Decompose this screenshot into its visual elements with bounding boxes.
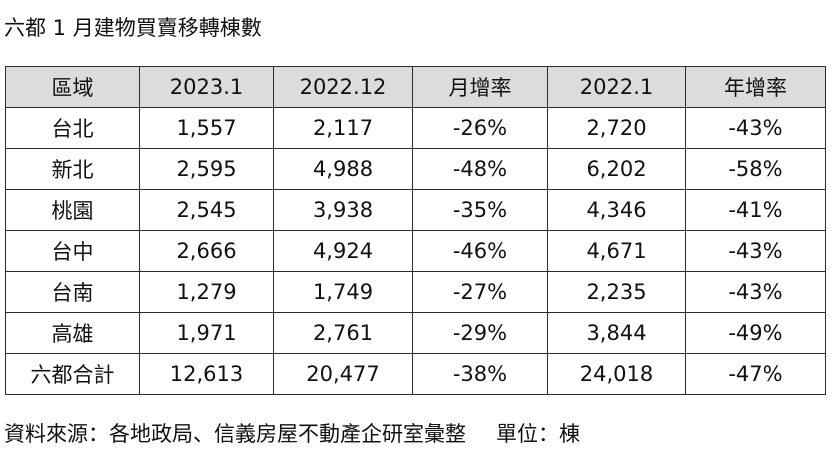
transfer-stats-table: 區域 2023.1 2022.12 月增率 2022.1 年增率 台北 1,55… bbox=[5, 66, 826, 395]
header-2022-1: 2022.1 bbox=[547, 66, 686, 108]
cell-value: 4,346 bbox=[547, 189, 686, 231]
cell-percent: -58% bbox=[685, 148, 826, 190]
table-header-row: 區域 2023.1 2022.12 月增率 2022.1 年增率 bbox=[5, 66, 826, 108]
cell-value: 1,557 bbox=[139, 107, 274, 149]
cell-region: 新北 bbox=[5, 148, 140, 190]
table-total-row: 六都合計 12,613 20,477 -38% 24,018 -47% bbox=[5, 353, 826, 395]
table-row: 台中 2,666 4,924 -46% 4,671 -43% bbox=[5, 230, 826, 272]
header-yearly-growth: 年增率 bbox=[685, 66, 826, 108]
source-note: 資料來源：各地政局、信義房屋不動產企研室彙整 bbox=[4, 422, 466, 446]
cell-region: 台中 bbox=[5, 230, 140, 272]
header-2022-12: 2022.12 bbox=[273, 66, 413, 108]
footer-note: 資料來源：各地政局、信義房屋不動產企研室彙整 單位：棟 bbox=[4, 420, 580, 448]
cell-region: 台北 bbox=[5, 107, 140, 149]
header-monthly-growth: 月增率 bbox=[412, 66, 548, 108]
cell-value: 6,202 bbox=[547, 148, 686, 190]
cell-percent: -47% bbox=[685, 353, 826, 395]
cell-value: 1,971 bbox=[139, 312, 274, 354]
header-region: 區域 bbox=[5, 66, 140, 108]
cell-percent: -26% bbox=[412, 107, 548, 149]
cell-percent: -43% bbox=[685, 230, 826, 272]
table-row: 高雄 1,971 2,761 -29% 3,844 -49% bbox=[5, 312, 826, 354]
cell-value: 2,761 bbox=[273, 312, 413, 354]
cell-region: 桃園 bbox=[5, 189, 140, 231]
table-row: 桃園 2,545 3,938 -35% 4,346 -41% bbox=[5, 189, 826, 231]
cell-percent: -41% bbox=[685, 189, 826, 231]
cell-value: 1,749 bbox=[273, 271, 413, 313]
cell-value: 4,924 bbox=[273, 230, 413, 272]
cell-value: 2,720 bbox=[547, 107, 686, 149]
cell-value: 4,988 bbox=[273, 148, 413, 190]
cell-value: 20,477 bbox=[273, 353, 413, 395]
page-title: 六都 1 月建物買賣移轉棟數 bbox=[4, 16, 262, 40]
cell-value: 2,545 bbox=[139, 189, 274, 231]
cell-percent: -43% bbox=[685, 107, 826, 149]
unit-note: 單位：棟 bbox=[496, 422, 580, 446]
cell-value: 24,018 bbox=[547, 353, 686, 395]
cell-value: 2,666 bbox=[139, 230, 274, 272]
cell-value: 3,844 bbox=[547, 312, 686, 354]
cell-region: 台南 bbox=[5, 271, 140, 313]
cell-value: 12,613 bbox=[139, 353, 274, 395]
cell-value: 1,279 bbox=[139, 271, 274, 313]
cell-percent: -49% bbox=[685, 312, 826, 354]
cell-percent: -48% bbox=[412, 148, 548, 190]
cell-value: 2,595 bbox=[139, 148, 274, 190]
table-row: 台南 1,279 1,749 -27% 2,235 -43% bbox=[5, 271, 826, 313]
cell-percent: -27% bbox=[412, 271, 548, 313]
cell-region: 六都合計 bbox=[5, 353, 140, 395]
cell-value: 3,938 bbox=[273, 189, 413, 231]
cell-percent: -29% bbox=[412, 312, 548, 354]
cell-value: 4,671 bbox=[547, 230, 686, 272]
cell-percent: -38% bbox=[412, 353, 548, 395]
cell-value: 2,235 bbox=[547, 271, 686, 313]
table-row: 台北 1,557 2,117 -26% 2,720 -43% bbox=[5, 107, 826, 149]
cell-percent: -46% bbox=[412, 230, 548, 272]
cell-percent: -43% bbox=[685, 271, 826, 313]
table-row: 新北 2,595 4,988 -48% 6,202 -58% bbox=[5, 148, 826, 190]
header-2023-1: 2023.1 bbox=[139, 66, 274, 108]
cell-percent: -35% bbox=[412, 189, 548, 231]
cell-value: 2,117 bbox=[273, 107, 413, 149]
cell-region: 高雄 bbox=[5, 312, 140, 354]
